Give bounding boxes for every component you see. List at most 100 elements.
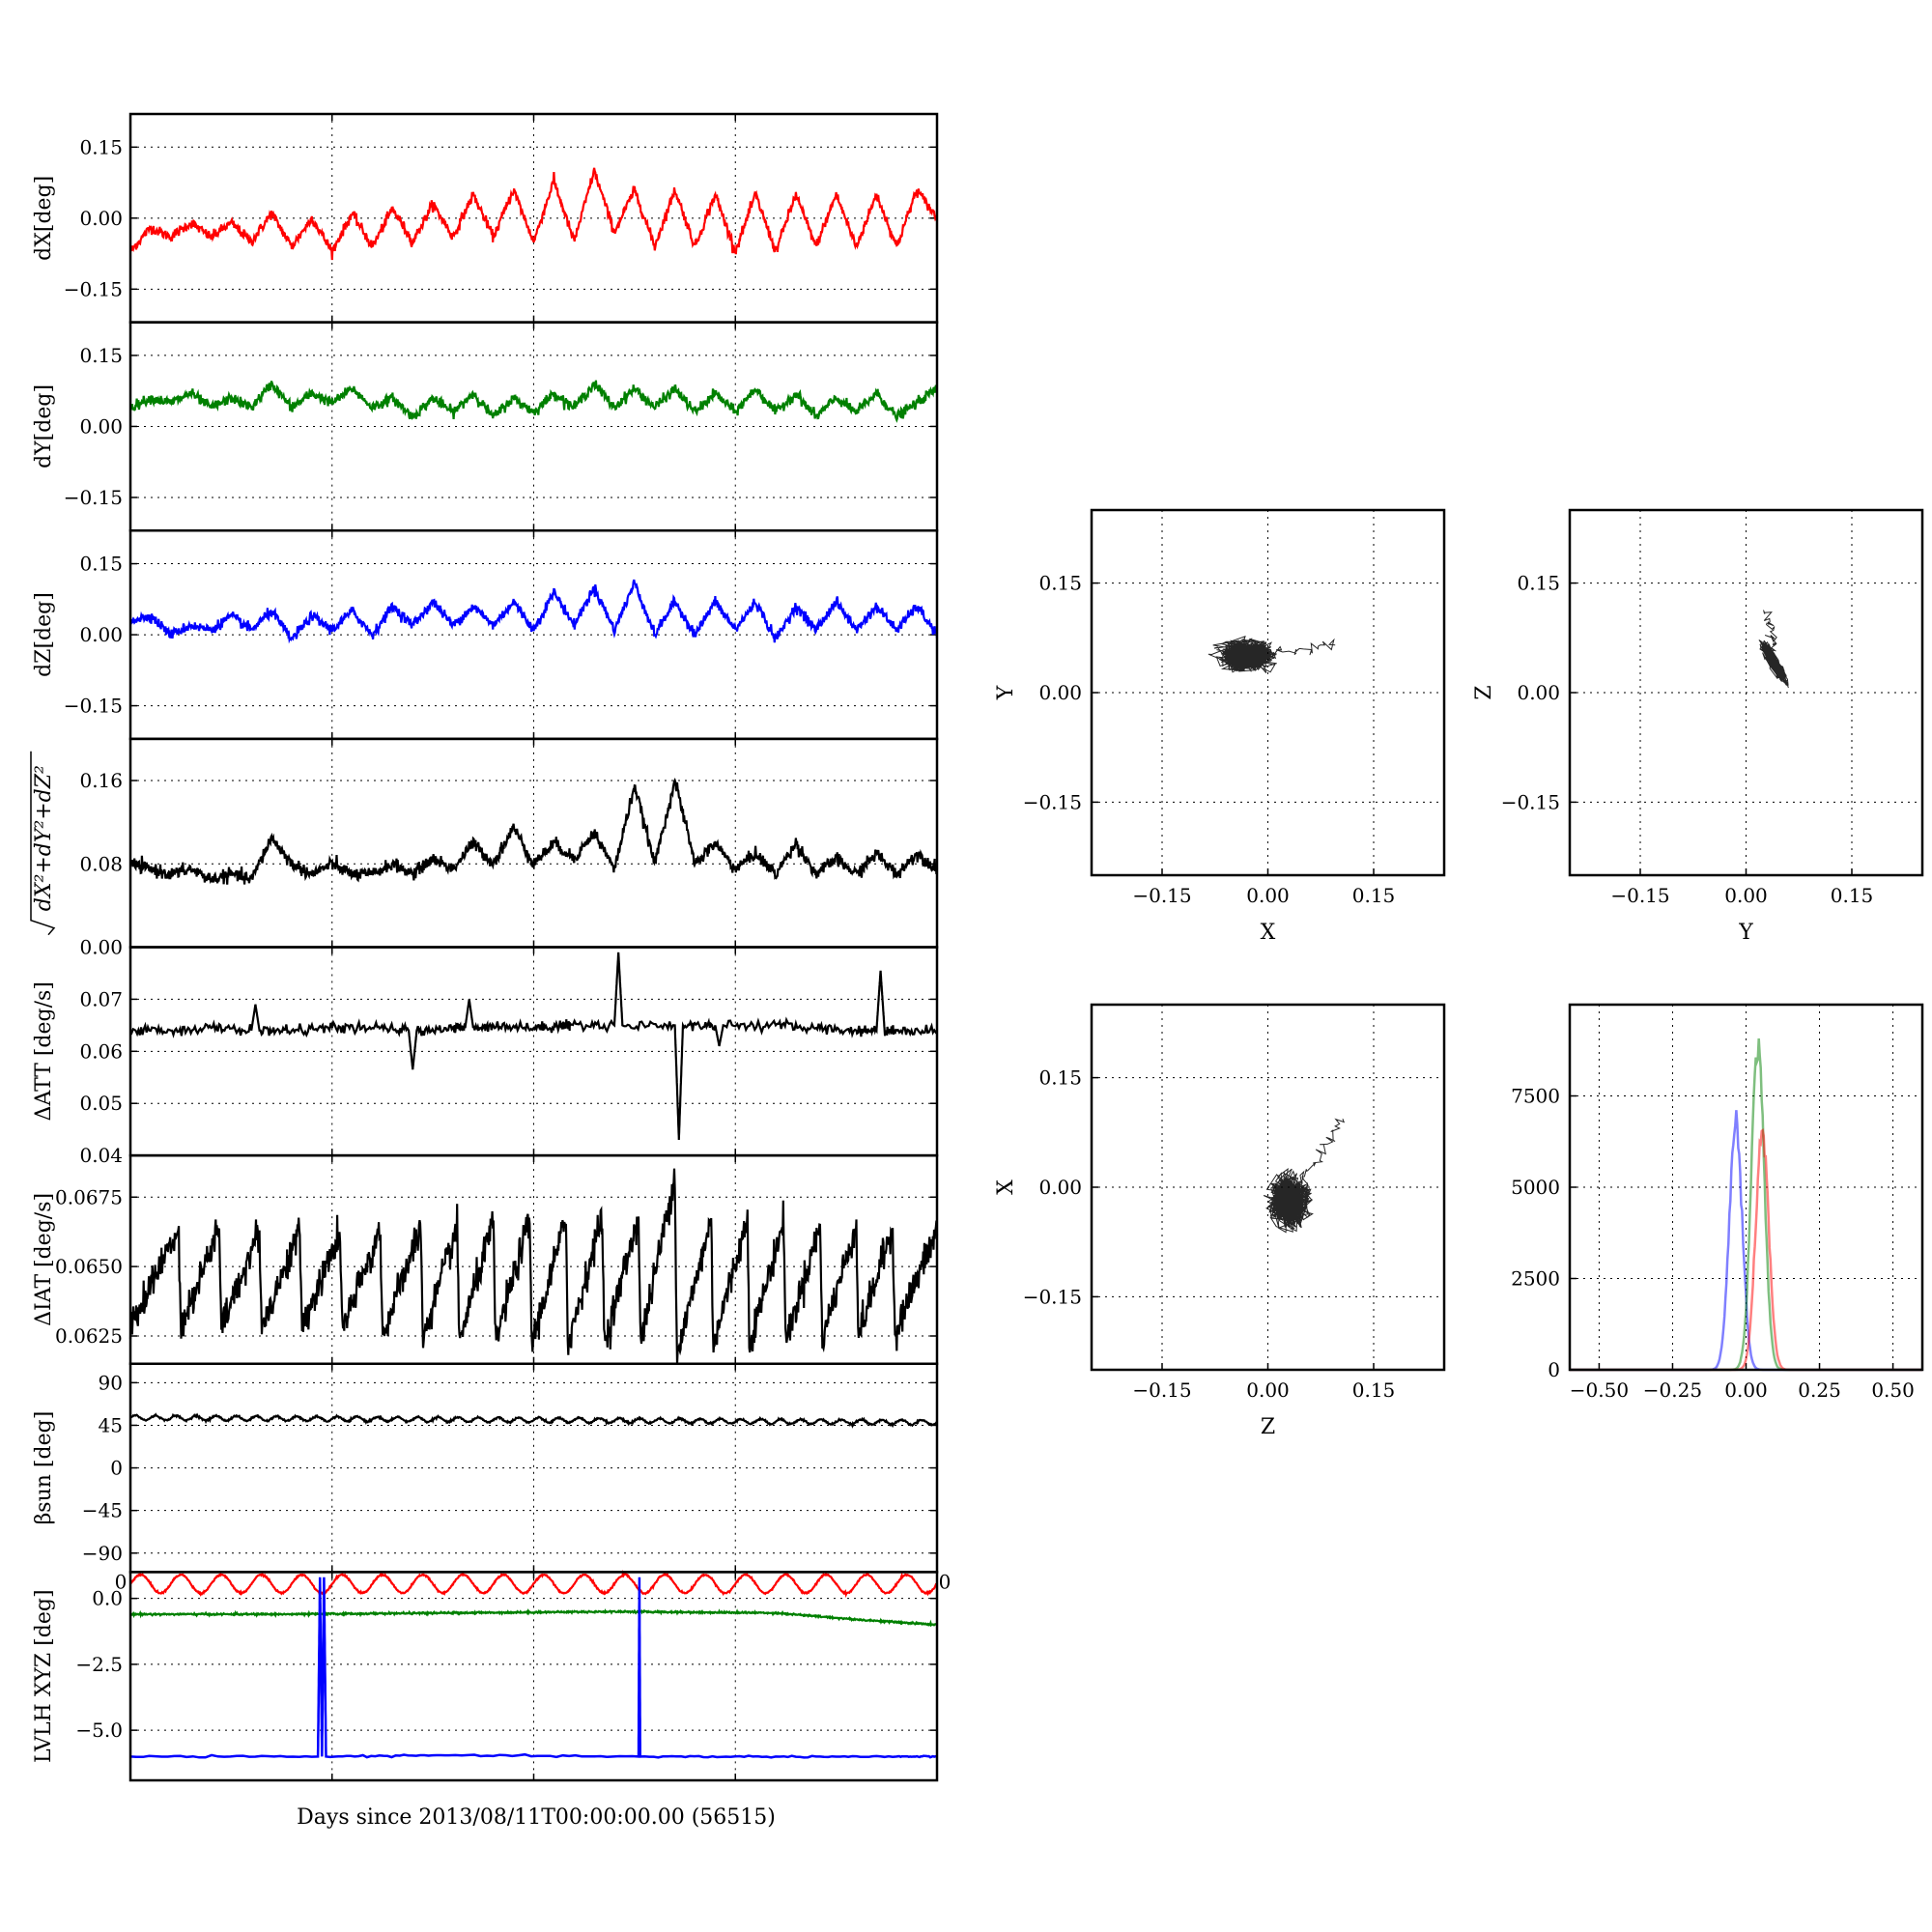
y-tick-label: 0.15 [79,344,123,367]
panel-hist: −0.50 −0.25 0.00 0.25 0.50 0 2500 5000 7500 [1511,1003,1924,1402]
x-tick-label: 0.50 [1871,1378,1915,1402]
y-tick-label: −0.15 [64,277,123,300]
x-tick-label: 0.15 [1352,884,1396,907]
sqrt-sign [30,751,56,936]
panel-lvlh: −5.0 −2.5 0.0 LVLH XYZ [deg] 0 0 [32,1569,952,1782]
y-tick-label: 0.00 [1038,1176,1082,1199]
trajectory-xy [1208,636,1336,674]
panel-frame [1568,508,1924,877]
x-tick-label: −0.15 [1610,884,1669,907]
series-line-lvlh-0 [129,1569,939,1599]
y-tick-label: −45 [82,1499,123,1522]
panel-dy: −0.15 0.00 0.15 dY[deg] [32,321,939,532]
x-axis-label: X [1261,921,1276,945]
y-tick-label: −2.5 [75,1653,123,1676]
time-series-panels: −0.150.000.15dX[deg]−0.150.000.15dY[deg]… [30,112,952,1782]
scatter-and-histogram-panels: −0.15 0.00 0.15 −0.15 0.00 0.15 X Y −0.15 0.00 0.1… [994,508,1924,1439]
panel-frame [1090,1003,1446,1372]
x-tick-label: 0.15 [1831,884,1874,907]
y-axis-label: dX[deg] [32,176,56,261]
y-axis-label: Y [994,685,1018,700]
y-tick-label: −0.15 [64,486,123,509]
histogram-1 [1570,1038,1922,1372]
panel-datt: 0.04 0.05 0.06 0.07 ΔATT [deg/s] [32,946,939,1167]
series-line-datt-0 [129,952,938,1141]
y-tick-label: 0.04 [79,1144,123,1167]
y-tick-label: 0.15 [1517,572,1560,595]
y-tick-label: 7500 [1511,1085,1560,1108]
y-tick-label: 5000 [1511,1176,1560,1199]
panel-dr: 0.00 0.08 0.16 dX²+dY²+dZ² [30,737,939,959]
y-tick-label: 0 [110,1457,123,1480]
y-tick-label: 0.07 [79,987,123,1010]
y-tick-label: 0.08 [79,852,123,875]
trajectory-yz [1758,610,1789,689]
x-tick-label: −0.50 [1570,1378,1629,1402]
y-tick-label: 0.00 [79,623,123,646]
y-tick-label: 0.0 [92,1587,123,1610]
y-tick-label: 0.0650 [55,1255,123,1278]
y-axis-label: X [994,1179,1018,1195]
y-tick-label: 0.00 [1517,681,1560,704]
series-line-dz-0 [129,579,939,644]
y-tick-label: 90 [99,1371,123,1394]
y-tick-label: 0.00 [79,414,123,438]
histogram-2 [1570,1128,1922,1372]
y-axis-label-text: βsun [deg] [32,1411,56,1525]
x-tick-label: −0.15 [1132,1378,1191,1402]
y-axis-label: dZ[deg] [32,592,56,677]
x-tick-label: 0.00 [1724,1378,1768,1402]
x-tick-label: 0.00 [1724,884,1768,907]
x-tick-label: 0.00 [1246,1378,1290,1402]
y-tick-label: −5.0 [75,1719,123,1742]
trajectory-zx [1263,1118,1346,1234]
y-tick-label: 0.16 [79,769,123,792]
x-edge-label: 0 [939,1570,952,1593]
x-axis-label: Y [1738,921,1753,945]
x-tick-label: −0.25 [1643,1378,1702,1402]
y-axis-label: LVLH XYZ [deg] [32,1589,56,1763]
x-tick-label: 0.00 [1246,884,1290,907]
x-tick-label: 0.15 [1352,1378,1396,1402]
y-tick-label: −0.15 [1023,1285,1082,1308]
y-tick-label: 2500 [1511,1267,1560,1291]
y-tick-label: 0.0625 [55,1324,123,1348]
y-tick-label: 0.15 [79,135,123,158]
y-tick-label: 0.00 [1038,681,1082,704]
y-tick-label: 0.0675 [55,1185,123,1208]
shared-x-axis-label: Days since 2013/08/11T00:00:00.00 (56515… [297,1805,776,1830]
series-line-dr-0 [128,778,939,885]
series-line-beta-0 [129,1412,938,1429]
y-tick-label: 0.00 [79,207,123,230]
panel-frame [1568,1003,1924,1372]
y-tick-label: −90 [82,1542,123,1565]
panel-dx: −0.15 0.00 0.15 dX[deg] [32,112,939,324]
panel-dz: −0.15 0.00 0.15 dZ[deg] [32,529,939,741]
y-axis-label: Z [1472,685,1496,699]
series-line-diat-0 [128,1168,939,1364]
y-axis-label: dX²+dY²+dZ² [30,751,56,936]
y-tick-label: 0.05 [79,1092,123,1115]
series-line-lvlh-2 [129,1577,938,1759]
panel-xy: −0.15 0.00 0.15 −0.15 0.00 0.15 X Y [994,508,1446,945]
y-tick-label: 0.15 [1038,572,1082,595]
x-edge-label: 0 [115,1570,128,1593]
panel-frame [1090,508,1446,877]
y-axis-label-text: dX²+dY²+dZ² [32,765,56,911]
series-line-lvlh-1 [129,1608,938,1628]
y-tick-label: 0.00 [79,936,123,959]
series-line-dy-0 [128,380,939,423]
y-axis-label: ΔIAT [deg/s] [32,1193,56,1326]
x-axis-label: Z [1261,1415,1275,1439]
y-tick-label: −0.15 [1023,790,1082,813]
y-tick-label: 0.15 [1038,1066,1082,1090]
y-tick-label: 0 [1548,1358,1560,1381]
panel-beta: −90 −45 0 45 90 βsun [deg] [32,1362,939,1574]
panel-yz: −0.15 0.00 0.15 −0.15 0.00 0.15 Y Z [1472,508,1924,945]
y-tick-label: −0.15 [1501,790,1560,813]
y-axis-label: ΔATT [deg/s] [32,981,56,1121]
y-tick-label: 45 [99,1413,123,1436]
series-line-dx-0 [128,167,939,261]
